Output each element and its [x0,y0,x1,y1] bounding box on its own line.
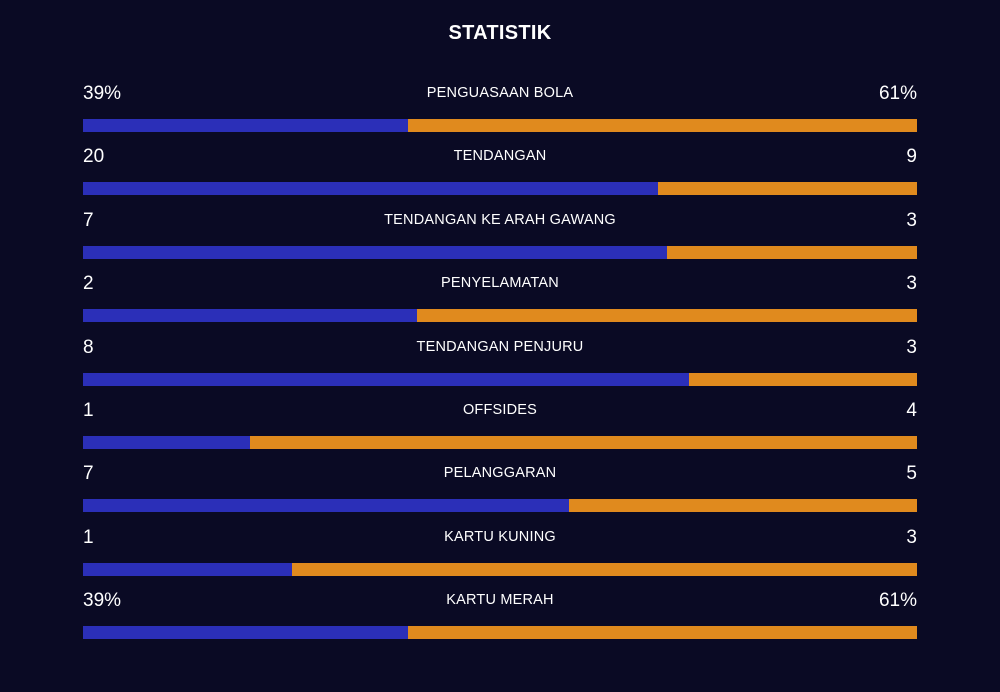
stat-label: TENDANGAN PENJURU [416,338,584,355]
home-value: 2 [83,273,94,295]
away-value: 9 [906,146,917,168]
stat-bar [83,435,917,449]
stat-label: PENGUASAAN BOLA [426,85,574,101]
away-bar-segment [408,626,917,640]
away-value: 61% [878,83,917,104]
home-bar-segment [83,626,409,640]
home-value: 1 [83,526,94,548]
stat-bar [83,182,917,196]
stat-row: 39% KARTU MERAH 61% [83,588,917,651]
home-bar-segment [83,562,292,576]
stat-row: 8 TENDANGAN PENJURU 3 [83,335,917,398]
page-title: STATISTIK [448,22,552,44]
stat-row: 39% PENGUASAAN BOLA 61% [83,81,917,144]
away-value: 3 [906,336,917,358]
away-bar-segment [416,309,917,323]
home-value: 1 [83,399,94,421]
away-bar-segment [408,119,917,132]
home-value: 39% [83,83,122,104]
home-bar-segment [83,245,667,259]
home-bar-segment [83,119,409,132]
stats-list: 39% PENGUASAAN BOLA 61% 20 TENDANGAN 9 7… [83,81,917,652]
away-value: 61% [878,590,917,612]
stat-bar [83,626,917,640]
away-bar-segment [291,562,917,576]
stat-row: 7 PELANGGARAN 5 [83,461,917,524]
stat-label: TENDANGAN [453,148,547,165]
away-value: 4 [906,399,917,421]
home-bar-segment [83,499,570,513]
home-value: 20 [83,146,105,168]
home-bar-segment [83,435,250,449]
stat-bar [83,309,917,323]
stat-row: 20 TENDANGAN 9 [83,144,917,207]
stat-label: KARTU MERAH [446,592,554,609]
stat-label: PENYELAMATAN [441,275,559,292]
away-bar-segment [569,499,917,513]
away-bar-segment [249,435,917,449]
home-value: 8 [83,336,94,358]
home-bar-segment [83,182,659,196]
away-value: 3 [906,273,917,295]
stat-row: 1 KARTU KUNING 3 [83,525,917,588]
home-bar-segment [83,372,690,386]
stat-bar [83,562,917,576]
stat-label: OFFSIDES [462,401,538,418]
stat-label: TENDANGAN KE ARAH GAWANG [384,211,616,228]
stat-row: 2 PENYELAMATAN 3 [83,271,917,334]
stat-row: 7 TENDANGAN KE ARAH GAWANG 3 [83,208,917,271]
away-value: 3 [906,209,917,231]
stat-bar [83,372,917,386]
away-bar-segment [658,182,917,196]
stat-bar [83,499,917,513]
away-value: 5 [906,463,917,485]
away-bar-segment [689,372,917,386]
stat-label: PELANGGARAN [443,465,557,482]
stat-bar [83,119,917,132]
away-value: 3 [906,526,917,548]
home-value: 7 [83,209,94,231]
stat-bar [83,245,917,259]
home-value: 7 [83,463,94,485]
home-value: 39% [83,590,122,612]
stat-row: 1 OFFSIDES 4 [83,398,917,461]
stat-label: KARTU KUNING [444,528,556,545]
away-bar-segment [666,245,917,259]
home-bar-segment [83,309,417,323]
